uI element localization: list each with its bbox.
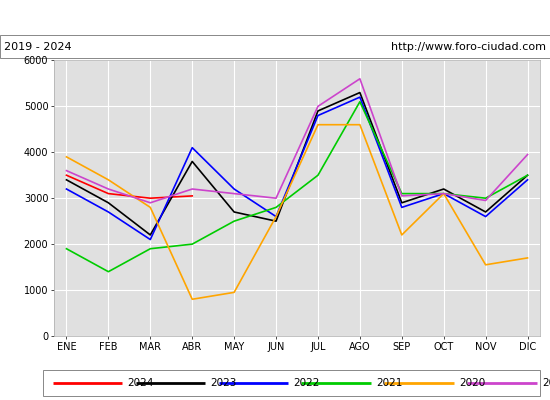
Text: 2019: 2019 [542,378,550,388]
Text: 2023: 2023 [210,378,236,388]
Text: 2024: 2024 [128,378,154,388]
Text: 2021: 2021 [376,378,403,388]
Text: 2022: 2022 [293,378,320,388]
Text: http://www.foro-ciudad.com: http://www.foro-ciudad.com [390,42,546,52]
Text: Evolucion Nº Turistas Nacionales en el municipio de Azuaga: Evolucion Nº Turistas Nacionales en el m… [68,11,482,25]
Text: 2020: 2020 [459,378,485,388]
Text: 2019 - 2024: 2019 - 2024 [4,42,72,52]
